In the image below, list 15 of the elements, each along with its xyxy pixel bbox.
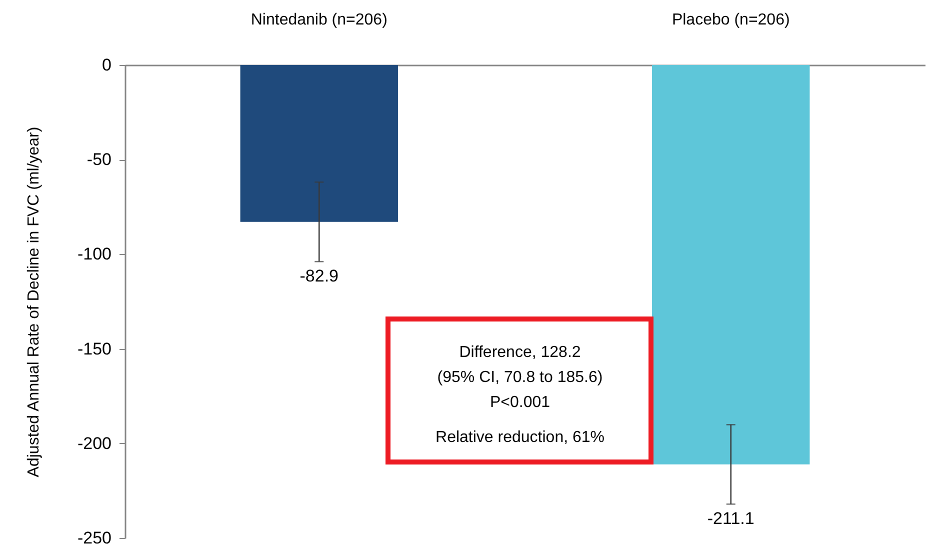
- data-label: -82.9: [300, 266, 339, 286]
- y-tick-label: -200: [77, 434, 112, 453]
- y-tick-label: -50: [86, 150, 112, 170]
- data-label: -211.1: [707, 509, 754, 528]
- annotation: Difference, 128.2: [459, 344, 581, 361]
- annotation: P<0.001: [490, 394, 550, 411]
- y-tick-label: 0: [102, 56, 112, 74]
- y-axis-title: Adjusted Annual Rate of Decline in FVC (ml/year): [25, 126, 42, 478]
- y-tick-label: -150: [77, 339, 112, 358]
- y-tick-label: -100: [77, 244, 112, 264]
- annotation: (95% CI, 70.8 to 185.6): [437, 369, 603, 386]
- x-tick-label: Nintedanib (n=206): [250, 12, 388, 28]
- y-tick-label: -250: [77, 528, 112, 544]
- x-tick-label: Placebo (n=206): [672, 12, 790, 28]
- annotation: Relative reduction, 61%: [436, 429, 604, 446]
